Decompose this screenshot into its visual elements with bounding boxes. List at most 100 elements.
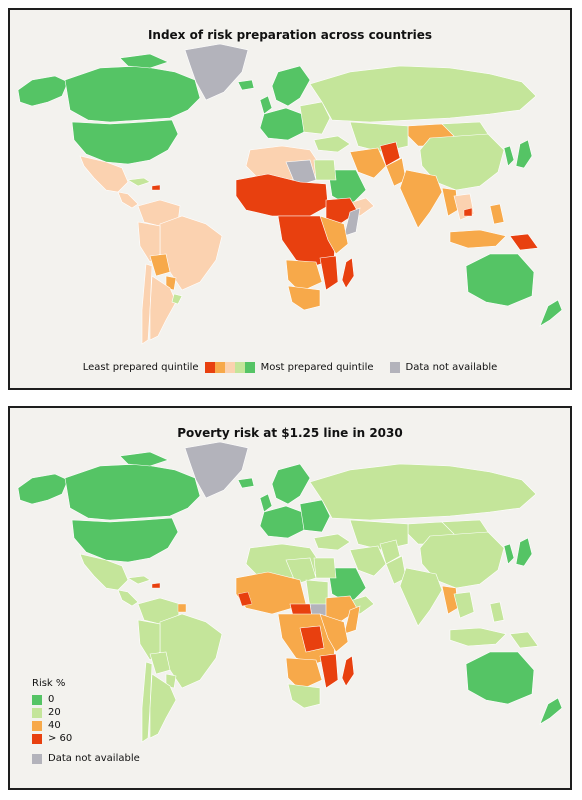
region-chile [141,263,153,345]
region-iran [349,545,387,577]
region-india [399,567,443,627]
poverty-risk-map-panel: Poverty risk at $1.25 line in 2030 [8,406,572,790]
region-madagascar [341,655,355,687]
region-thailand-laos [453,591,475,619]
region-korea-japan [503,145,515,167]
region-uruguay [171,293,183,305]
risk-legend: Risk % 0 20 40 > 60 Data not available [32,678,140,764]
region-saudi-arabia [327,567,367,605]
region-india [399,169,443,229]
map-title: Index of risk preparation across countri… [147,28,433,42]
region-guyana [177,603,187,613]
region-western-europe [259,505,305,539]
region-chile [141,661,153,743]
region-argentina [149,275,177,341]
legend-swatch-quintile-2 [214,362,225,373]
region-mozambique [319,255,339,291]
region-egypt [313,159,337,181]
region-afghanistan [379,539,401,565]
risk-na-label: Data not available [48,753,140,764]
region-paraguay [165,673,177,689]
region-usa [71,119,179,165]
region-bolivia [149,651,171,675]
risk-swatch-0 [32,694,42,705]
region-china [419,531,505,589]
region-sahel [235,173,329,217]
region-bolivia [149,253,171,277]
region-arctic-islands [119,451,169,467]
region-turkey [313,135,351,153]
region-madagascar [341,257,355,289]
region-caribbean-cuba [127,575,151,585]
region-eastern-europe [299,499,331,533]
region-drc-core [299,625,325,653]
region-russia [309,65,537,123]
region-somalia [343,605,361,635]
region-west-africa [235,571,307,615]
legend-swatch-quintile-3 [224,362,235,373]
region-new-zealand [539,697,563,725]
risk-label-60: > 60 [48,733,73,744]
region-central-america [117,589,139,607]
region-east-africa [319,215,349,255]
region-korea-japan [503,543,515,565]
region-haiti [151,184,161,191]
risk-legend-not-available: Data not available [32,753,140,764]
risk-swatch-60 [32,733,42,744]
region-uk [259,95,273,115]
region-philippines [489,601,505,623]
region-china [419,133,505,191]
legend-swatch-na [389,362,400,373]
region-japan [515,139,533,169]
quintile-color-scale [204,362,255,373]
region-scandinavia [271,65,311,107]
region-japan [515,537,533,567]
risk-label-40: 40 [48,720,61,731]
region-cambodia [463,207,473,217]
region-usa [71,517,179,563]
legend-na-label: Data not available [405,362,498,373]
world-map-risk-preparation [17,43,563,345]
region-alaska [17,473,69,505]
region-uk [259,493,273,513]
region-papua-new-guinea [509,631,539,649]
region-southern-africa [287,683,321,709]
region-papua-new-guinea [509,233,539,251]
region-eastern-europe [299,101,331,135]
region-arctic-islands [119,53,169,69]
risk-legend-item-60: > 60 [32,732,140,745]
region-iran [349,147,387,179]
legend-least-label: Least prepared quintile [82,362,199,373]
risk-swatch-20 [32,707,42,718]
region-australia [465,651,535,705]
legend-most-label: Most prepared quintile [260,362,374,373]
region-greenland [184,441,249,499]
region-canada [64,65,201,123]
region-egypt [313,557,337,579]
legend-swatch-quintile-4 [234,362,245,373]
region-russia [309,463,537,521]
risk-label-20: 20 [48,707,61,718]
quintile-legend: Least prepared quintile Most prepared qu… [10,362,570,373]
risk-legend-item-0: 0 [32,693,140,706]
legend-not-available: Data not available [389,362,498,373]
region-central-america [117,191,139,209]
region-new-zealand [539,299,563,327]
region-east-africa [319,613,349,653]
risk-swatch-40 [32,720,42,731]
region-indonesia [449,229,507,249]
region-alaska [17,75,69,107]
region-philippines [489,203,505,225]
region-iceland [237,477,255,489]
region-canada [64,463,201,521]
region-angola-zambia [285,657,323,691]
region-iceland [237,79,255,91]
region-malawi-mozambique [319,653,339,689]
region-central-asia [349,519,409,551]
region-australia [465,253,535,307]
region-central-asia [349,121,409,153]
risk-legend-item-40: 40 [32,719,140,732]
region-saudi-arabia [327,169,367,207]
region-paraguay [165,275,177,291]
risk-legend-item-20: 20 [32,706,140,719]
